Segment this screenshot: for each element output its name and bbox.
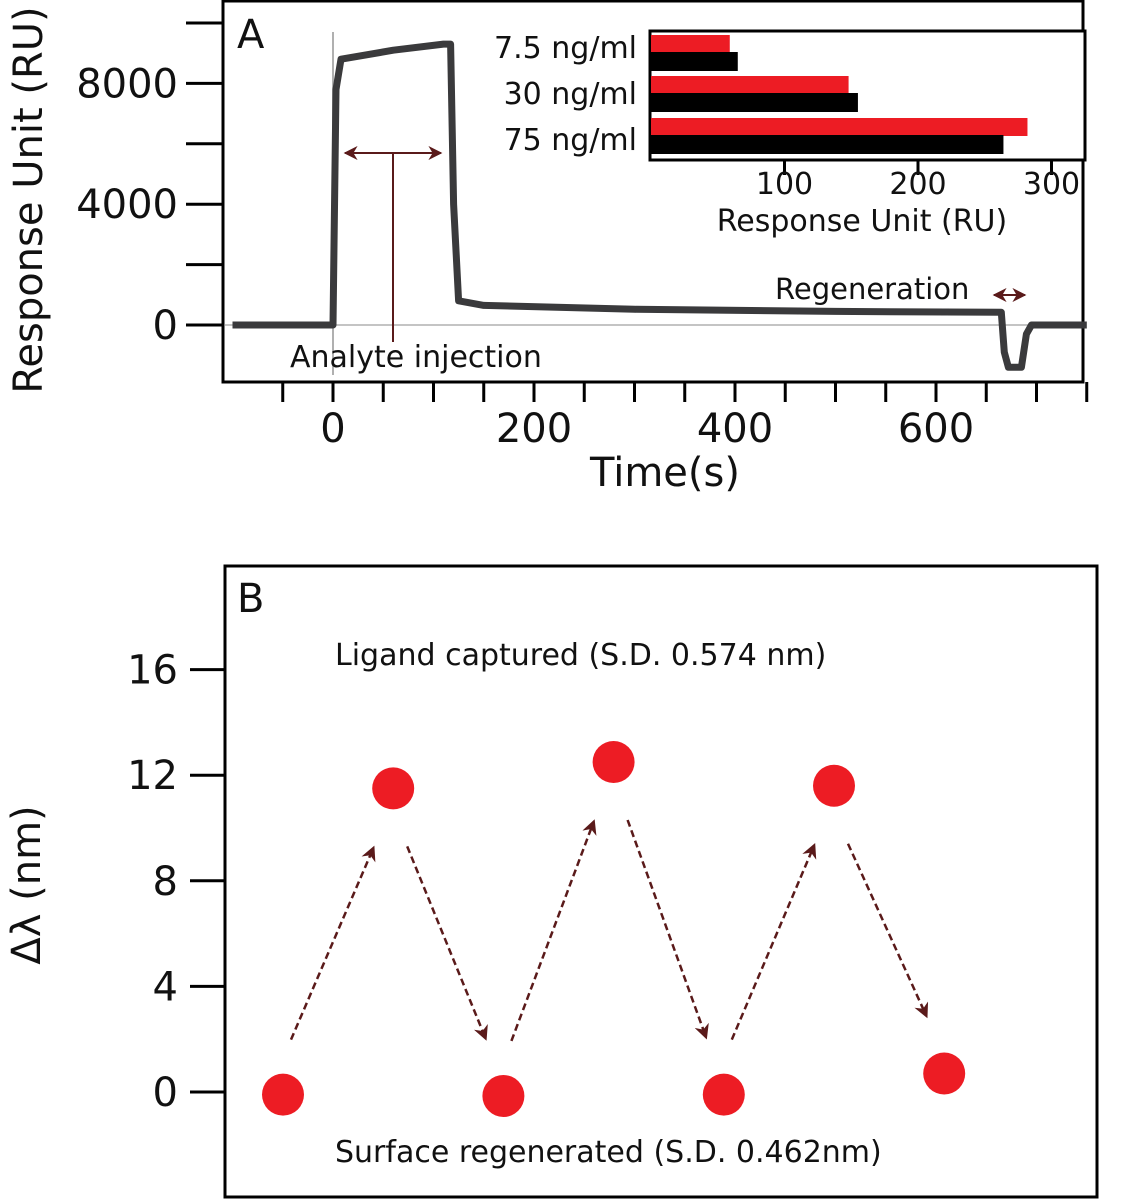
regeneration-label: Regeneration xyxy=(775,272,969,306)
y-tick-label: 0 xyxy=(153,303,178,349)
x-tick-label: 400 xyxy=(697,406,773,452)
x-tick-label: 600 xyxy=(898,406,974,452)
panel-a-frame xyxy=(221,0,1085,384)
data-point xyxy=(813,764,855,807)
inset-bar-black xyxy=(651,135,1004,154)
capture-arrow xyxy=(289,845,376,1041)
regeneration-arrow xyxy=(406,845,488,1041)
inset-x-tick-label: 100 xyxy=(756,167,813,202)
y-tick-label: 12 xyxy=(127,753,178,799)
y-tick-label: 8000 xyxy=(76,61,178,107)
sensorgram-line xyxy=(232,40,1087,371)
data-point xyxy=(702,1073,745,1116)
data-point xyxy=(372,767,415,810)
inset-bar-red xyxy=(651,76,849,94)
inset-bar-black xyxy=(651,52,738,71)
y-tick-label: 16 xyxy=(127,648,178,694)
y-axis-label: Δλ (nm) xyxy=(4,805,50,964)
inset-bar-red xyxy=(651,118,1028,136)
data-point xyxy=(592,741,635,783)
regeneration-arrow xyxy=(846,843,929,1019)
panel-a-label: A xyxy=(237,12,265,58)
inset-bar-black xyxy=(651,93,858,112)
inset-bar-red xyxy=(651,35,730,53)
y-axis-label: Response Unit (RU) xyxy=(6,6,52,393)
x-axis-label: Time(s) xyxy=(589,450,740,496)
y-tick-label: 0 xyxy=(153,1070,178,1116)
inset-bar-chart: 7.5 ng/ml 30 ng/ml 75 ng/ml 100 200 300 Resp… xyxy=(494,29,1087,239)
ligand-captured-label: Ligand captured (S.D. 0.574 nm) xyxy=(335,638,826,673)
data-point xyxy=(923,1052,966,1095)
x-tick-label: 0 xyxy=(320,406,345,452)
capture-arrow xyxy=(510,819,597,1042)
y-tick-label: 4 xyxy=(153,964,178,1010)
analyte-injection-label: Analyte injection xyxy=(290,340,542,375)
inset-x-label: Response Unit (RU) xyxy=(717,204,1007,239)
y-tick-label: 4000 xyxy=(76,182,178,228)
inset-category-label: 30 ng/ml xyxy=(504,77,637,112)
capture-arrow xyxy=(730,842,817,1041)
regeneration-arrow xyxy=(626,819,709,1040)
inset-x-tick-label: 200 xyxy=(889,167,946,202)
x-tick-label: 200 xyxy=(496,406,572,452)
y-tick-label: 8 xyxy=(153,859,178,905)
inset-x-tick-label: 300 xyxy=(1023,167,1080,202)
inset-category-label: 75 ng/ml xyxy=(504,123,637,158)
data-point xyxy=(262,1073,304,1116)
inset-category-label: 7.5 ng/ml xyxy=(494,31,637,66)
panel-b: B 0 4 8 12 16 Ligand captured (S.D. 0.574 nm… xyxy=(4,564,1099,1199)
panel-b-label: B xyxy=(237,576,264,622)
data-point xyxy=(482,1074,525,1117)
surface-regenerated-label: Surface regenerated (S.D. 0.462nm) xyxy=(335,1135,882,1170)
